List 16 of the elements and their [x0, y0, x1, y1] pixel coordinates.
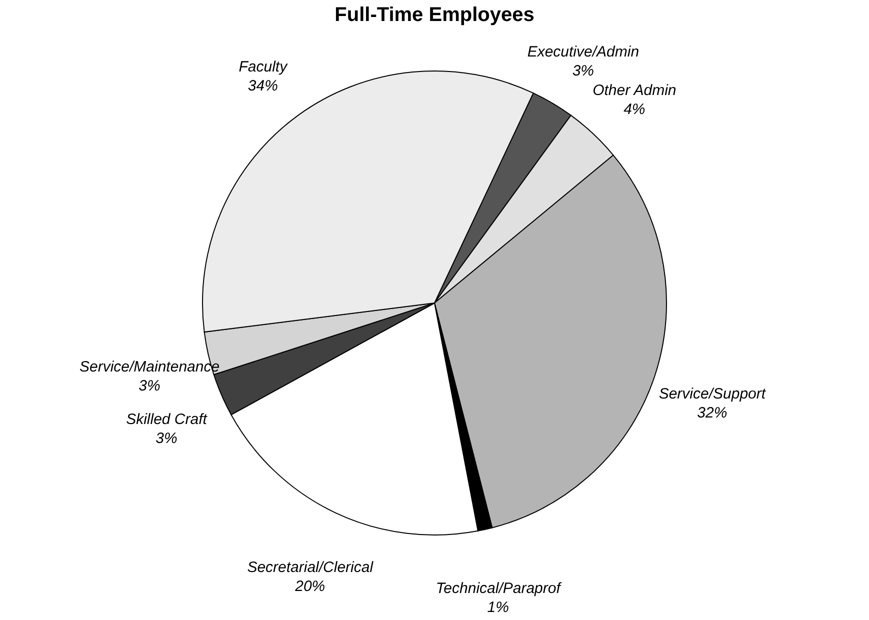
slice-label: Executive/Admin [527, 44, 640, 61]
data-label: 3% [138, 378, 160, 395]
data-label: 32% [697, 404, 728, 422]
data-label: 3% [572, 62, 594, 80]
slice-label: Other Admin [592, 82, 676, 100]
data-label: 34% [248, 78, 278, 95]
slice-label: Technical/Paraprof [436, 580, 562, 597]
slice-label: Service/Support [658, 385, 766, 402]
data-label: 20% [294, 578, 326, 596]
slice-label: Faculty [238, 58, 289, 76]
data-label: 4% [624, 101, 646, 118]
data-label: 3% [156, 430, 178, 447]
chart-title: Full-Time Employees [334, 4, 534, 26]
data-label: 1% [487, 598, 509, 616]
slice-label: Secretarial/Clerical [247, 559, 374, 576]
slice-label: Skilled Craft [126, 410, 208, 428]
